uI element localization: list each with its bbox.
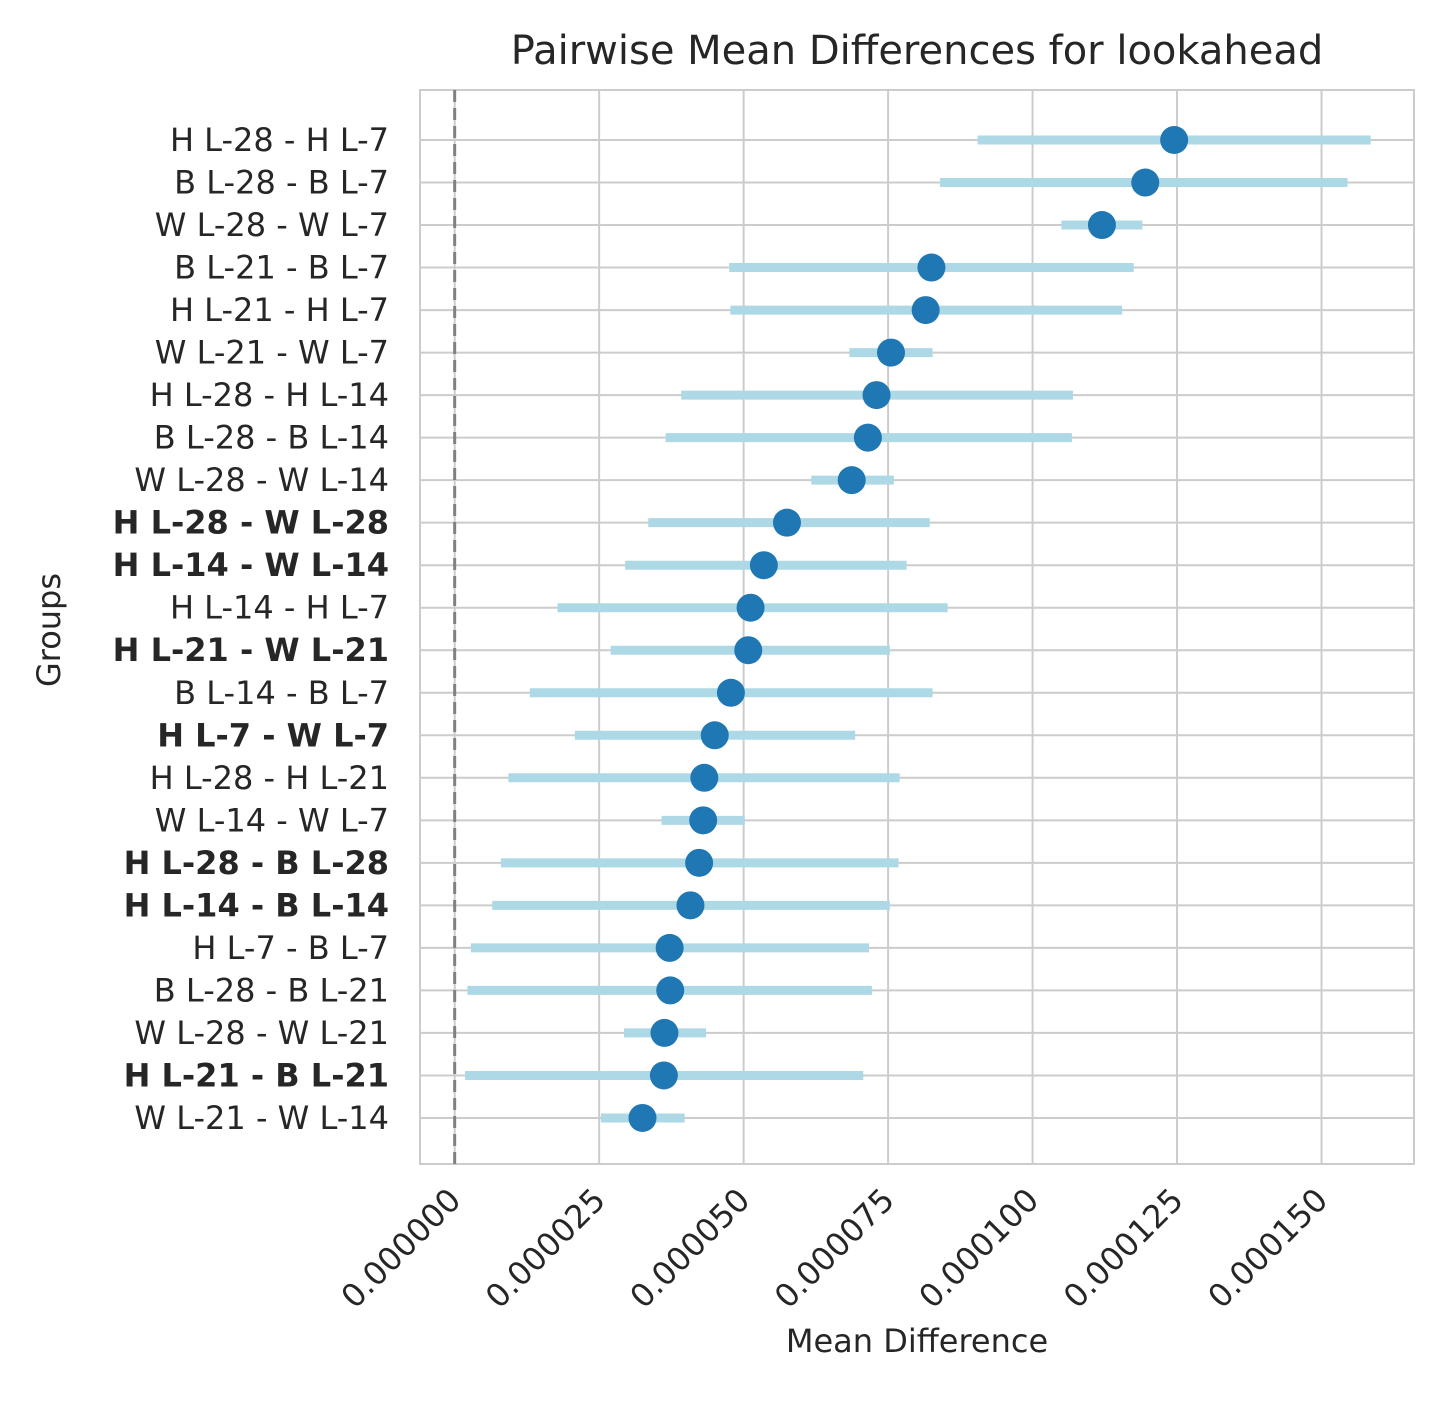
mean-point xyxy=(772,508,801,537)
y-tick-label: B L-14 - B L-7 xyxy=(174,674,389,712)
mean-points xyxy=(628,126,1189,1132)
y-tick-label: B L-28 - B L-21 xyxy=(154,971,389,1009)
mean-point xyxy=(656,976,685,1005)
mean-point xyxy=(1087,211,1116,240)
mean-point xyxy=(689,806,718,835)
mean-point xyxy=(749,551,778,580)
y-tick-label: H L-7 - W L-7 xyxy=(157,716,389,754)
y-tick-label: H L-21 - H L-7 xyxy=(170,291,389,329)
mean-point xyxy=(917,253,946,282)
y-tick-label: W L-28 - W L-7 xyxy=(155,206,389,244)
y-tick-label: H L-7 - B L-7 xyxy=(192,929,389,967)
y-tick-label: H L-21 - B L-21 xyxy=(124,1056,389,1094)
mean-point xyxy=(1131,168,1160,197)
y-tick-label: H L-14 - H L-7 xyxy=(170,589,389,627)
mean-point xyxy=(853,423,882,452)
mean-point xyxy=(1160,126,1189,154)
y-tick-label: W L-21 - W L-7 xyxy=(155,334,389,372)
y-tick-label: W L-28 - W L-21 xyxy=(134,1014,389,1052)
mean-point xyxy=(649,1061,678,1090)
y-tick-label: H L-28 - H L-7 xyxy=(170,121,389,159)
mean-point xyxy=(837,466,866,495)
y-tick-label: W L-21 - W L-14 xyxy=(134,1099,389,1137)
y-tick-label: H L-28 - H L-14 xyxy=(150,376,389,414)
mean-point xyxy=(716,678,745,707)
y-tick-label: H L-21 - W L-21 xyxy=(113,631,389,669)
mean-point xyxy=(676,891,705,920)
mean-point xyxy=(628,1103,657,1132)
mean-point xyxy=(876,338,905,367)
y-tick-label: H L-28 - H L-21 xyxy=(150,759,389,797)
mean-point xyxy=(736,593,765,622)
mean-point xyxy=(655,933,684,962)
y-tick-label: B L-28 - B L-14 xyxy=(154,419,389,457)
chart-title: Pairwise Mean Differences for lookahead xyxy=(511,28,1323,74)
mean-point xyxy=(734,636,763,665)
mean-point xyxy=(685,848,714,877)
y-tick-label: B L-28 - B L-7 xyxy=(174,164,389,202)
y-tick-label: H L-28 - W L-28 xyxy=(113,504,389,542)
y-tick-label: W L-14 - W L-7 xyxy=(155,801,389,839)
y-tick-labels: H L-28 - H L-7 B L-28 - B L-7 W L-28 - W L… xyxy=(113,121,389,1137)
y-tick-label: B L-21 - B L-7 xyxy=(174,249,389,287)
mean-point xyxy=(700,721,729,750)
y-tick-label: H L-14 - W L-14 xyxy=(113,546,389,584)
plot-frame xyxy=(419,89,1415,1165)
mean-point xyxy=(650,1018,679,1047)
x-axis-label: Mean Difference xyxy=(786,1322,1048,1360)
mean-point xyxy=(690,763,719,792)
mean-point xyxy=(911,296,940,325)
y-tick-label: H L-28 - B L-28 xyxy=(124,844,389,882)
y-axis-label: Groups xyxy=(30,573,68,687)
y-tick-label: W L-28 - W L-14 xyxy=(134,461,389,499)
y-tick-label: H L-14 - B L-14 xyxy=(124,886,389,924)
mean-point xyxy=(862,381,891,410)
